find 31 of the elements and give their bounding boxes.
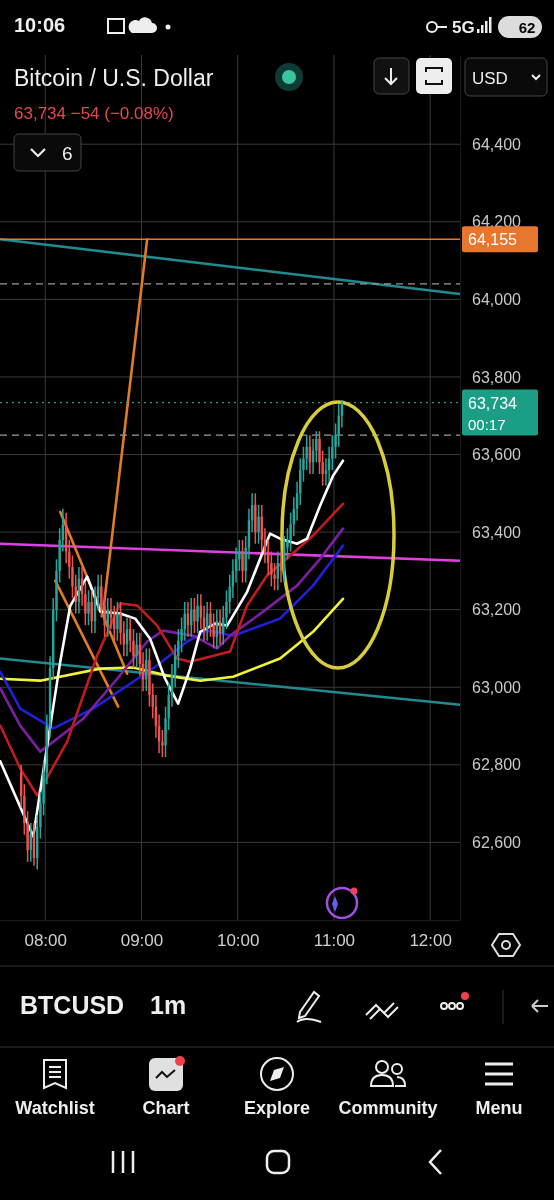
y-tick-label: 63,200	[472, 601, 522, 619]
annotation: 6	[62, 143, 73, 164]
y-tick-label: 63,600	[472, 446, 522, 464]
y-tick-label: 63,800	[472, 368, 522, 386]
text: 5G	[452, 18, 475, 37]
chart-title: Bitcoin / U.S. Dollar	[14, 65, 214, 91]
x-tick-label: 10:00	[216, 931, 260, 951]
text: Explore	[243, 1098, 311, 1118]
y-tick-label: 63,400	[472, 523, 522, 541]
text: 63,734 −54 (−0.08%)	[14, 104, 174, 123]
y-tick-label: 64,400	[472, 135, 522, 153]
text: Menu	[475, 1098, 523, 1118]
text: 1m	[150, 991, 187, 1019]
text: Community	[338, 1098, 438, 1118]
text: BTCUSD	[20, 991, 125, 1019]
y-tick-label: 64,000	[472, 290, 522, 308]
text: 62	[518, 19, 536, 36]
x-tick-label: 12:00	[409, 931, 452, 951]
text: 10:06	[14, 14, 66, 36]
y-tick-label: 62,800	[472, 756, 522, 774]
text: Chart	[142, 1098, 190, 1118]
y-tick-label: 63,000	[472, 678, 522, 696]
ref-line-label: 63,734	[468, 394, 518, 412]
x-tick-label: 08:00	[24, 931, 67, 951]
text: USD	[472, 69, 508, 88]
x-tick-label: 11:00	[313, 931, 356, 951]
text: Watchlist	[15, 1098, 95, 1118]
x-tick-label: 09:00	[120, 931, 164, 951]
y-tick-label: 62,600	[472, 834, 522, 852]
text: 00:17	[468, 415, 506, 433]
ref-line-label: 64,155	[468, 231, 518, 249]
